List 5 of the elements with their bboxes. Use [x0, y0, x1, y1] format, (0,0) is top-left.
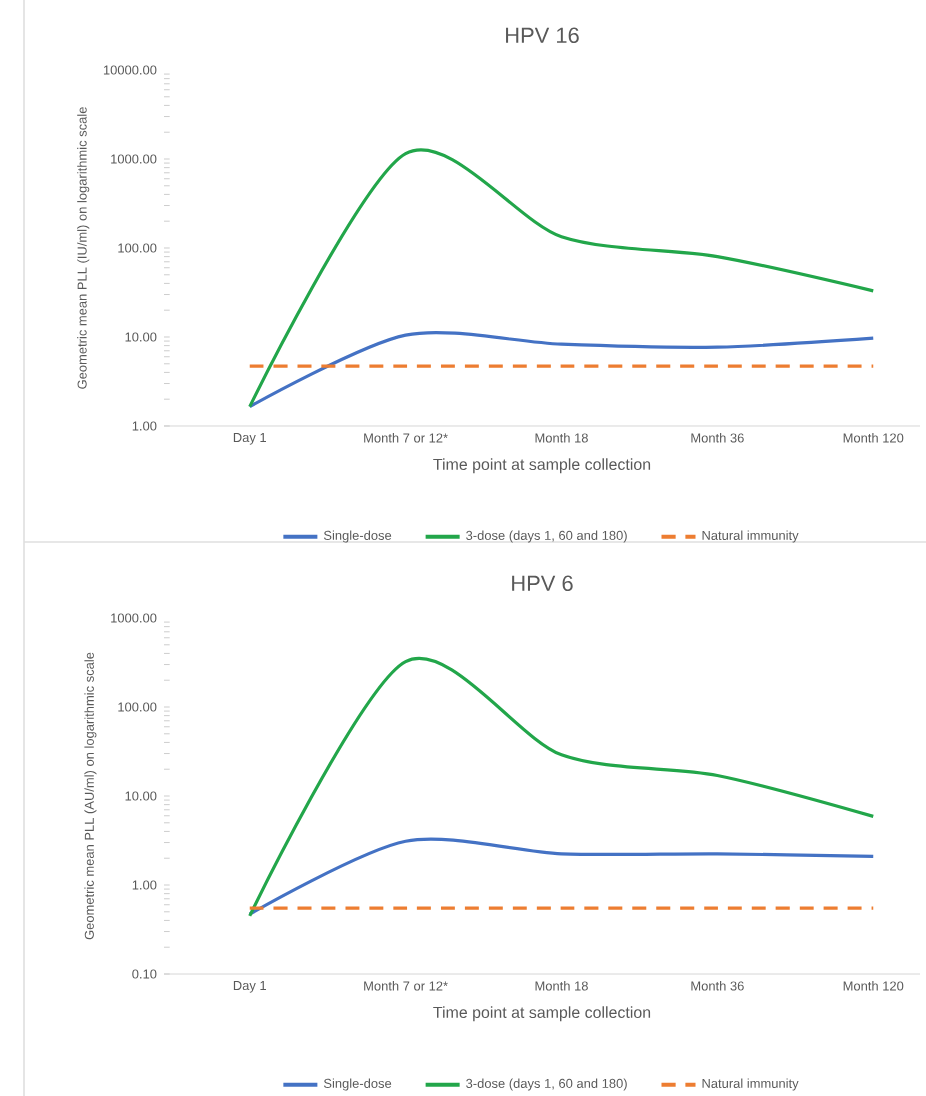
line-series: [248, 657, 875, 918]
line-series: [248, 331, 875, 409]
chart-title: HPV 6: [512, 575, 573, 592]
line-series: [248, 837, 875, 916]
chart-title: HPV 16: [506, 27, 579, 44]
